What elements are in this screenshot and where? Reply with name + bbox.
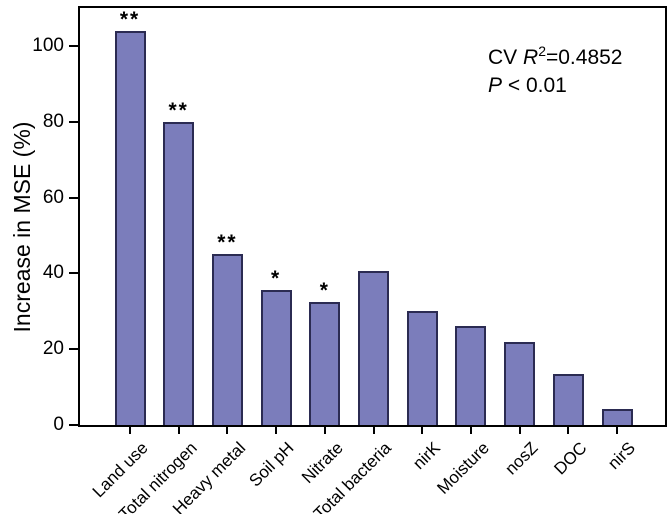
x-tick [372,427,375,434]
y-tick [69,348,78,351]
x-axis-label-nirs: nirS [603,438,639,474]
x-axis-label-moisture: Moisture [433,438,493,498]
bar-nitrate [309,301,341,425]
y-tick-label: 80 [42,110,64,132]
plot-area: ** ** ** * * 0 20 40 60 80 100 Land use Total nitr… [32,6,667,514]
y-axis-title: Increase in MSE (%) [9,121,35,333]
y-tick-label: 60 [42,186,64,208]
bar-land-use [114,30,146,425]
x-tick [129,427,131,434]
x-tick [567,427,570,434]
bar-moisture [455,326,487,425]
x-axis-label-doc: DOC [549,438,591,479]
significance-marker-total-nitrogen: ** [168,98,189,122]
y-tick-label: 100 [32,34,64,56]
bar-total-bacteria [358,271,389,425]
x-axis-label-nirk: nirK [409,438,444,474]
bar-nirs [601,409,633,425]
r-exponent: 2 [538,43,546,59]
bar-soil-ph [260,290,292,425]
y-tick-label: 40 [42,262,64,284]
r-symbol: R [523,46,539,69]
y-tick [69,44,78,47]
significance-marker-land-use: ** [119,7,141,31]
significance-marker-soil-ph: * [271,267,282,291]
significance-marker-nitrate: * [319,278,330,302]
bar-doc [552,373,584,425]
stats-annotation: CV R2=0.4852 P < 0.01 [488,44,622,100]
y-tick [69,120,78,123]
p-value-line: P < 0.01 [488,74,567,97]
p-symbol: P [488,74,503,97]
y-tick-label: 0 [53,414,64,435]
x-axis-label-soil-ph: Soil pH [245,438,298,491]
cv-r2-line: CV R2=0.4852 [488,43,623,69]
x-tick [323,427,326,434]
y-tick [69,424,78,426]
x-tick [518,427,521,434]
x-tick [275,427,278,434]
x-axis-label-nosz: nosZ [501,438,542,479]
y-tick-label: 20 [42,338,64,360]
x-tick [469,427,472,434]
x-tick [616,427,618,434]
x-tick [226,427,229,434]
bar-nosz [504,341,536,425]
bar-heavy-metal [211,254,243,425]
x-tick [421,427,424,434]
x-tick [177,427,180,434]
significance-marker-heavy-metal: ** [217,231,238,255]
bar-total-nitrogen [163,121,195,425]
y-tick [69,272,78,275]
y-tick [69,196,78,199]
bar-nirk [406,311,438,425]
